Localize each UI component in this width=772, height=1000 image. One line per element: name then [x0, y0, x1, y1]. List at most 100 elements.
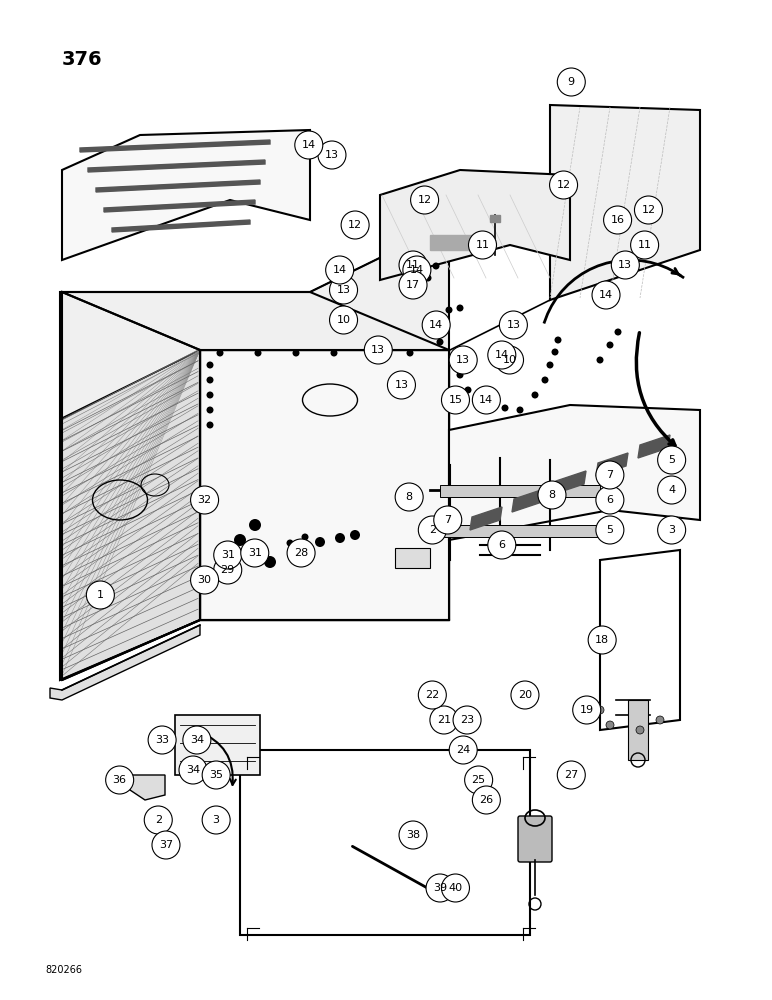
- Text: 15: 15: [449, 395, 462, 405]
- Circle shape: [206, 391, 214, 398]
- Circle shape: [465, 386, 472, 393]
- Circle shape: [472, 386, 500, 414]
- Circle shape: [206, 376, 214, 383]
- Text: 19: 19: [580, 705, 594, 715]
- Text: 5: 5: [606, 525, 614, 535]
- Circle shape: [592, 281, 620, 309]
- Circle shape: [550, 171, 577, 199]
- Circle shape: [488, 531, 516, 559]
- Circle shape: [295, 131, 323, 159]
- Text: 14: 14: [599, 290, 613, 300]
- Circle shape: [472, 786, 500, 814]
- Text: 2: 2: [428, 525, 436, 535]
- Circle shape: [604, 206, 631, 234]
- Circle shape: [547, 361, 554, 368]
- Polygon shape: [470, 507, 502, 530]
- Circle shape: [434, 506, 462, 534]
- Text: 18: 18: [595, 635, 609, 645]
- Text: 7: 7: [606, 470, 614, 480]
- Circle shape: [607, 342, 614, 349]
- Circle shape: [417, 286, 424, 294]
- Text: 11: 11: [406, 260, 420, 270]
- Text: 31: 31: [221, 550, 235, 560]
- Circle shape: [399, 251, 427, 279]
- Text: 34: 34: [190, 735, 204, 745]
- Text: 34: 34: [186, 765, 200, 775]
- Circle shape: [335, 533, 345, 543]
- Polygon shape: [104, 200, 255, 212]
- Text: 24: 24: [456, 745, 470, 755]
- Polygon shape: [175, 715, 260, 775]
- Circle shape: [516, 406, 523, 414]
- Circle shape: [456, 371, 463, 378]
- Polygon shape: [130, 775, 165, 800]
- Polygon shape: [550, 105, 700, 300]
- Polygon shape: [490, 215, 500, 222]
- Polygon shape: [440, 485, 600, 497]
- Text: 21: 21: [437, 715, 451, 725]
- Circle shape: [449, 736, 477, 764]
- Circle shape: [453, 706, 481, 734]
- Text: 33: 33: [155, 735, 169, 745]
- Polygon shape: [596, 453, 628, 476]
- Circle shape: [418, 516, 446, 544]
- Circle shape: [144, 806, 172, 834]
- Text: 20: 20: [518, 690, 532, 700]
- Circle shape: [286, 540, 293, 546]
- Circle shape: [302, 534, 309, 540]
- Text: 8: 8: [548, 490, 556, 500]
- Circle shape: [388, 371, 415, 399]
- Circle shape: [214, 541, 242, 569]
- FancyBboxPatch shape: [518, 816, 552, 862]
- Text: 4: 4: [668, 485, 676, 495]
- Circle shape: [456, 304, 463, 312]
- Circle shape: [255, 350, 262, 357]
- Circle shape: [486, 401, 493, 408]
- Circle shape: [636, 726, 644, 734]
- Polygon shape: [96, 180, 260, 192]
- Circle shape: [254, 542, 266, 554]
- Circle shape: [596, 461, 624, 489]
- Polygon shape: [380, 170, 570, 280]
- Circle shape: [635, 196, 662, 224]
- Text: 14: 14: [333, 265, 347, 275]
- Circle shape: [206, 361, 214, 368]
- Text: 17: 17: [406, 280, 420, 290]
- Text: 3: 3: [212, 815, 220, 825]
- Circle shape: [407, 350, 414, 357]
- Circle shape: [86, 581, 114, 609]
- Polygon shape: [554, 471, 586, 494]
- Polygon shape: [88, 160, 265, 172]
- Text: 13: 13: [337, 285, 350, 295]
- Circle shape: [395, 483, 423, 511]
- Text: 376: 376: [62, 50, 103, 69]
- Circle shape: [422, 311, 450, 339]
- Text: 40: 40: [449, 883, 462, 893]
- Text: 9: 9: [567, 77, 575, 87]
- Text: 13: 13: [394, 380, 408, 390]
- Circle shape: [588, 626, 616, 654]
- Circle shape: [293, 350, 300, 357]
- Text: 12: 12: [557, 180, 571, 190]
- Text: 36: 36: [113, 775, 127, 785]
- Polygon shape: [600, 550, 680, 730]
- Circle shape: [425, 274, 432, 282]
- Text: 12: 12: [418, 195, 432, 205]
- Circle shape: [596, 486, 624, 514]
- Circle shape: [206, 406, 214, 414]
- Circle shape: [557, 68, 585, 96]
- Circle shape: [298, 543, 308, 553]
- Circle shape: [202, 806, 230, 834]
- Circle shape: [445, 306, 452, 314]
- Circle shape: [511, 681, 539, 709]
- Text: 6: 6: [606, 495, 614, 505]
- Circle shape: [596, 706, 604, 714]
- Circle shape: [399, 271, 427, 299]
- Text: 10: 10: [337, 315, 350, 325]
- Text: 25: 25: [472, 775, 486, 785]
- Circle shape: [426, 316, 434, 324]
- Text: 31: 31: [248, 548, 262, 558]
- Circle shape: [658, 476, 686, 504]
- Polygon shape: [638, 435, 670, 458]
- Circle shape: [531, 391, 539, 398]
